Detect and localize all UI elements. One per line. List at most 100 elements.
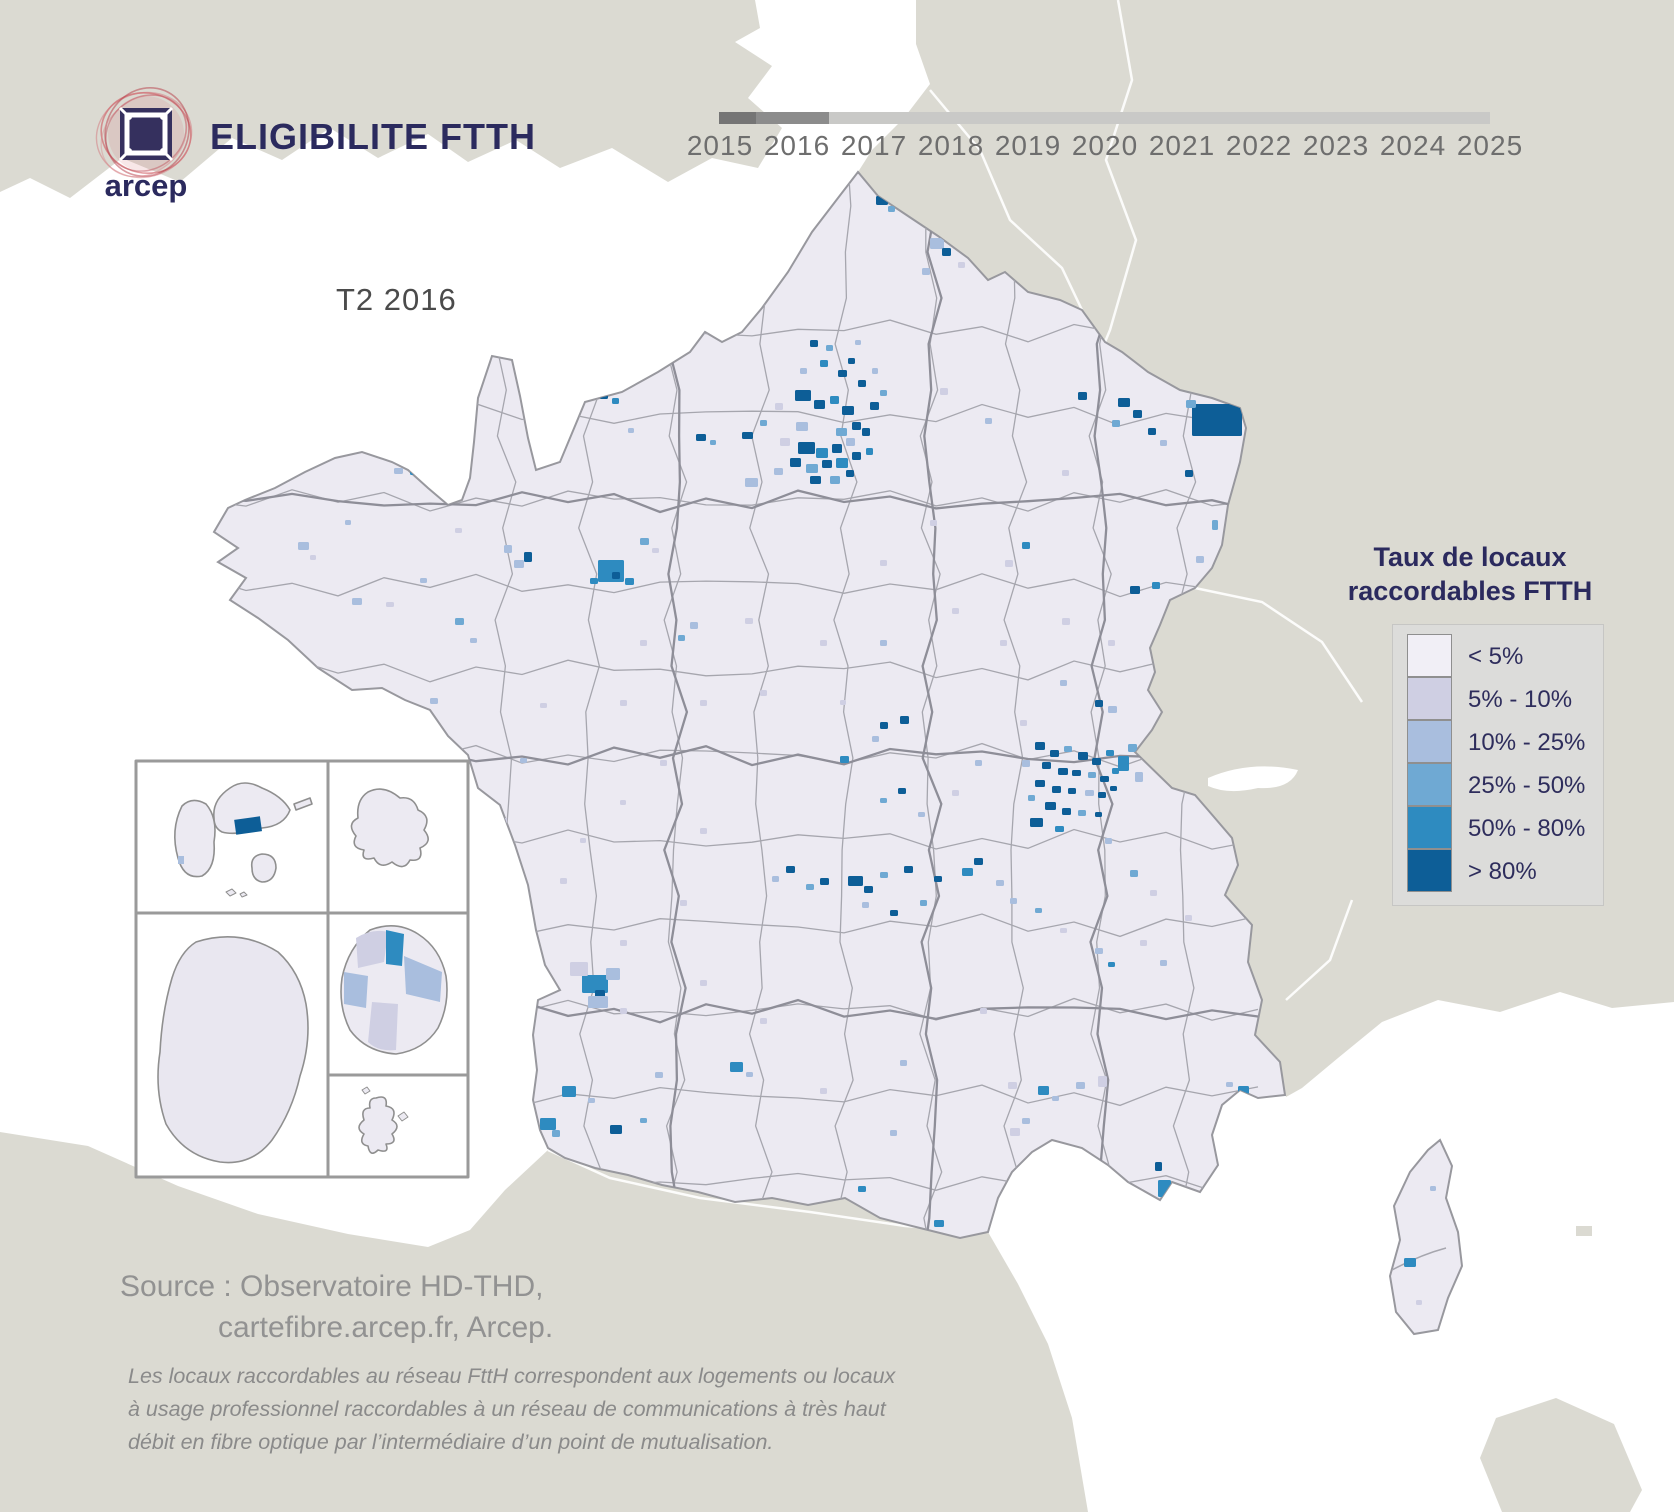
timeline-year-2015[interactable]: 2015 — [686, 130, 754, 161]
commune-spot — [985, 418, 992, 424]
commune-spot — [840, 700, 846, 705]
commune-spot — [826, 345, 833, 351]
commune-spot — [1192, 404, 1242, 436]
timeline-year-2022[interactable]: 2022 — [1225, 130, 1293, 161]
commune-spot — [1226, 1082, 1233, 1087]
commune-spot — [690, 622, 698, 629]
timeline-slider-track[interactable] — [719, 112, 1490, 124]
commune-spot — [640, 538, 649, 545]
commune-spot — [455, 528, 462, 533]
commune-spot — [1022, 760, 1030, 767]
commune-spot — [1000, 640, 1007, 646]
commune-spot — [810, 340, 818, 347]
timeline-year-2019[interactable]: 2019 — [994, 130, 1062, 161]
commune-spot — [846, 470, 854, 477]
commune-spot — [560, 878, 567, 884]
timeline-year-2020[interactable]: 2020 — [1071, 130, 1139, 161]
definition-footnote: Les locaux raccordables au réseau FttH c… — [128, 1364, 896, 1454]
commune-spot — [852, 452, 861, 460]
commune-spot — [1112, 768, 1119, 774]
commune-spot — [806, 884, 814, 890]
commune-spot — [900, 716, 909, 724]
timeline-year-2021[interactable]: 2021 — [1148, 130, 1216, 161]
commune-spot — [610, 1125, 622, 1134]
commune-spot — [1076, 1082, 1085, 1089]
commune-spot — [1064, 746, 1072, 752]
commune-spot — [1112, 420, 1120, 427]
commune-spot — [900, 1060, 907, 1066]
commune-spot — [795, 390, 811, 401]
arcep-logo: arcep — [95, 87, 193, 203]
commune-spot — [1062, 808, 1071, 815]
commune-spot — [620, 940, 627, 946]
commune-spot — [1052, 786, 1061, 793]
commune-spot — [1100, 776, 1109, 782]
legend-row-3: 25% - 50% — [1407, 763, 1603, 807]
commune-spot — [1108, 706, 1117, 713]
commune-spot — [310, 555, 316, 560]
commune-spot — [872, 736, 879, 742]
legend-row-5: > 80% — [1407, 849, 1603, 893]
timeline-year-2017[interactable]: 2017 — [840, 130, 908, 161]
overseas-insets — [134, 759, 470, 1179]
commune-spot — [832, 444, 842, 453]
commune-spot — [820, 878, 829, 885]
sardinia-landmass — [1480, 1398, 1642, 1512]
commune-spot — [816, 448, 828, 458]
commune-spot — [786, 866, 795, 873]
lake-geneva — [1208, 766, 1298, 792]
commune-spot — [1060, 680, 1067, 686]
commune-spot — [772, 876, 779, 882]
commune-spot — [1140, 940, 1147, 946]
timeline-year-2016[interactable]: 2016 — [763, 130, 831, 161]
commune-spot — [858, 1186, 866, 1192]
commune-spot — [1430, 1186, 1436, 1191]
commune-spot — [1060, 928, 1067, 933]
commune-spot — [822, 460, 832, 468]
commune-spot — [852, 422, 861, 430]
commune-spot — [866, 448, 873, 455]
commune-spot — [814, 400, 825, 409]
commune-spot — [842, 406, 854, 415]
timeline-year-2023[interactable]: 2023 — [1302, 130, 1370, 161]
commune-spot — [962, 868, 973, 876]
commune-spot — [806, 464, 818, 473]
timeline-year-2024[interactable]: 2024 — [1379, 130, 1447, 161]
legend-row-2: 10% - 25% — [1407, 720, 1603, 764]
page-title: ELIGIBILITE FTTH — [210, 116, 536, 157]
source-line1: Source : Observatoire HD-THD, — [120, 1270, 544, 1303]
commune-spot — [898, 788, 906, 794]
department-borders — [214, 172, 1259, 1311]
commune-ftth-spots — [268, 196, 1436, 1305]
commune-spot — [640, 1118, 647, 1123]
commune-spot — [942, 248, 951, 256]
commune-spot — [430, 698, 438, 704]
commune-spot — [552, 1130, 560, 1137]
commune-spot — [1128, 744, 1137, 752]
commune-spot — [588, 390, 594, 395]
commune-spot — [880, 798, 887, 803]
commune-spot — [1022, 1118, 1030, 1124]
timeline-year-2025[interactable]: 2025 — [1456, 130, 1524, 161]
commune-spot — [700, 980, 707, 986]
commune-spot — [888, 206, 895, 212]
commune-spot — [760, 420, 767, 426]
commune-spot — [1095, 812, 1102, 817]
logo-wordmark: arcep — [105, 168, 188, 203]
commune-spot — [855, 340, 861, 345]
commune-spot — [1095, 948, 1103, 954]
commune-spot — [1010, 1128, 1020, 1136]
commune-spot — [1238, 1086, 1249, 1094]
commune-spot — [858, 380, 866, 387]
commune-spot — [1105, 838, 1112, 844]
commune-spot — [890, 910, 898, 916]
commune-spot — [1062, 470, 1069, 476]
timeline-slider-handle[interactable] — [719, 112, 756, 124]
commune-spot — [1150, 890, 1157, 896]
commune-spot — [862, 902, 869, 908]
commune-spot — [918, 812, 925, 817]
commune-spot — [820, 640, 827, 646]
commune-spot — [958, 262, 965, 268]
timeline-year-2018[interactable]: 2018 — [917, 130, 985, 161]
